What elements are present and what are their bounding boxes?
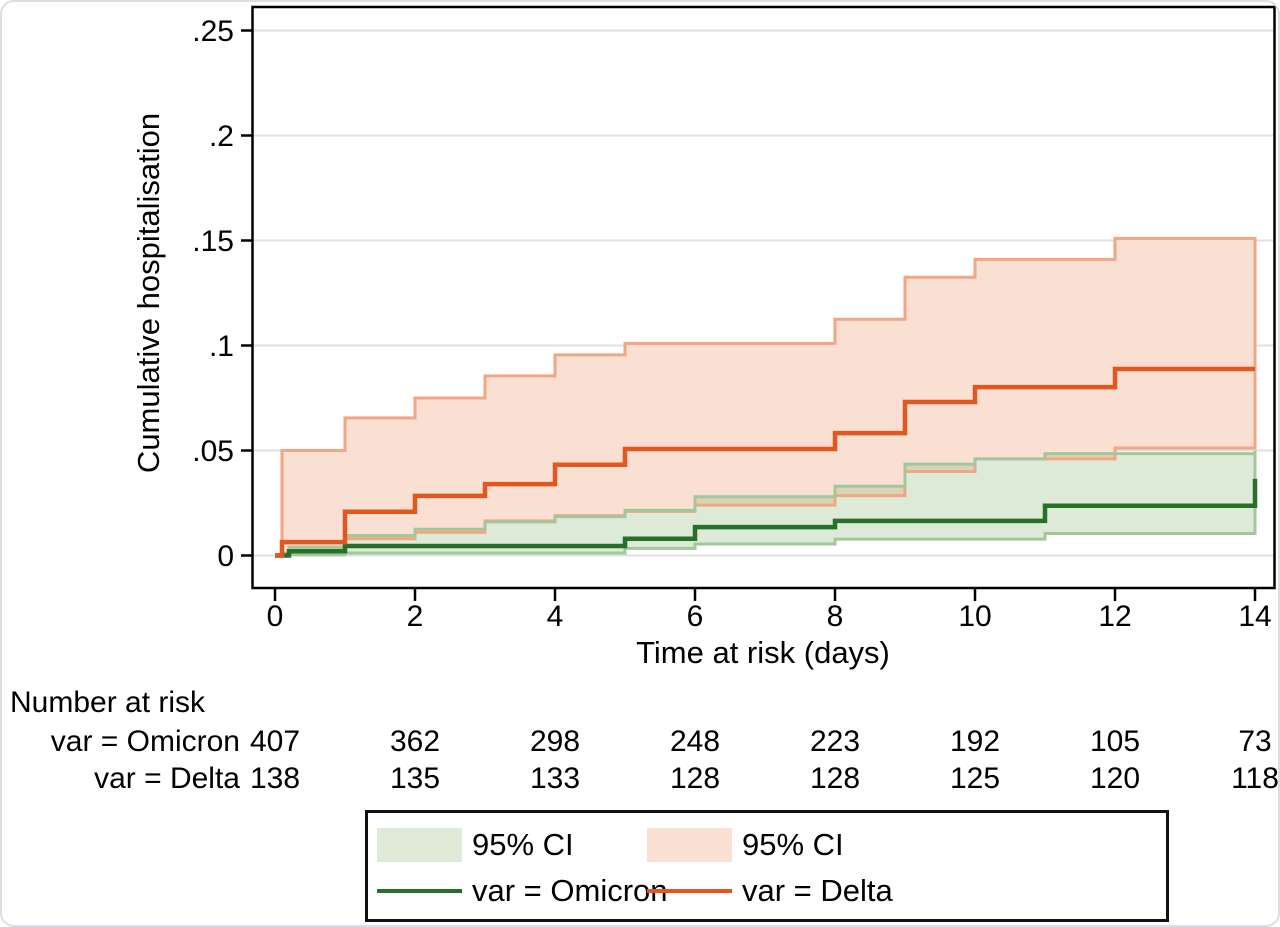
risk-value-omicron-day8: 223 <box>809 725 861 758</box>
risk-value-omicron-day14: 73 <box>1238 725 1272 758</box>
legend-label-delta-ci: 95% CI <box>742 827 844 862</box>
x-tick-label-2: 2 <box>407 600 424 633</box>
risk-row-label-delta: var = Delta <box>94 762 240 795</box>
risk-value-delta-day4: 133 <box>529 762 581 795</box>
omicron-ci-edge <box>275 450 1257 557</box>
y-axis-title: Cumulative hospitalisation <box>131 112 166 474</box>
risk-value-omicron-day2: 362 <box>389 725 441 758</box>
x-tick-label-14: 14 <box>1238 600 1271 633</box>
risk-value-omicron-day10: 192 <box>949 725 1001 758</box>
x-tick-label-12: 12 <box>1098 600 1131 633</box>
x-tick-label-10: 10 <box>958 600 991 633</box>
legend-line-delta <box>647 889 732 893</box>
risk-value-omicron-day4: 298 <box>529 725 581 758</box>
omicron-line <box>275 478 1258 558</box>
x-tick-label-8: 8 <box>827 600 844 633</box>
y-tick-label-.25: .25 <box>192 15 234 48</box>
risk-value-omicron-day6: 248 <box>669 725 721 758</box>
x-tick-label-0: 0 <box>267 600 284 633</box>
risk-row-label-omicron: var = Omicron <box>50 725 240 758</box>
x-tick-label-6: 6 <box>687 600 704 633</box>
legend-line-omicron <box>377 889 462 893</box>
risk-value-delta-day6: 128 <box>669 762 721 795</box>
risk-value-delta-day10: 125 <box>949 762 1001 795</box>
legend-label-delta: var = Delta <box>742 873 893 908</box>
legend: 95% CI 95% CI var = Omicron var = Delta <box>365 810 1169 922</box>
y-tick-label-0: 0 <box>217 540 234 573</box>
legend-swatch-delta-ci <box>647 828 732 862</box>
risk-value-delta-day0: 138 <box>249 762 301 795</box>
delta-ci-band <box>282 238 1255 554</box>
legend-label-omicron-ci: 95% CI <box>472 827 574 862</box>
y-tick-label-.1: .1 <box>209 330 234 363</box>
omicron-ci-band <box>275 450 1255 556</box>
x-tick-label-4: 4 <box>547 600 564 633</box>
risk-value-omicron-day12: 105 <box>1089 725 1141 758</box>
y-tick-label-.05: .05 <box>192 435 234 468</box>
risk-value-delta-day12: 120 <box>1089 762 1141 795</box>
y-tick-label-.15: .15 <box>192 225 234 258</box>
risk-value-delta-day8: 128 <box>809 762 861 795</box>
y-tick-label-.2: .2 <box>209 120 234 153</box>
plot-box <box>251 5 1276 590</box>
x-axis-title: Time at risk (days) <box>636 635 890 670</box>
risk-value-omicron-day0: 407 <box>249 725 301 758</box>
legend-label-omicron: var = Omicron <box>472 873 668 908</box>
risk-value-delta-day14: 118 <box>1231 762 1279 795</box>
risk-table-header: Number at risk <box>10 686 206 719</box>
legend-swatch-omicron-ci <box>377 828 462 862</box>
risk-value-delta-day2: 135 <box>389 762 441 795</box>
delta-line <box>275 366 1255 558</box>
